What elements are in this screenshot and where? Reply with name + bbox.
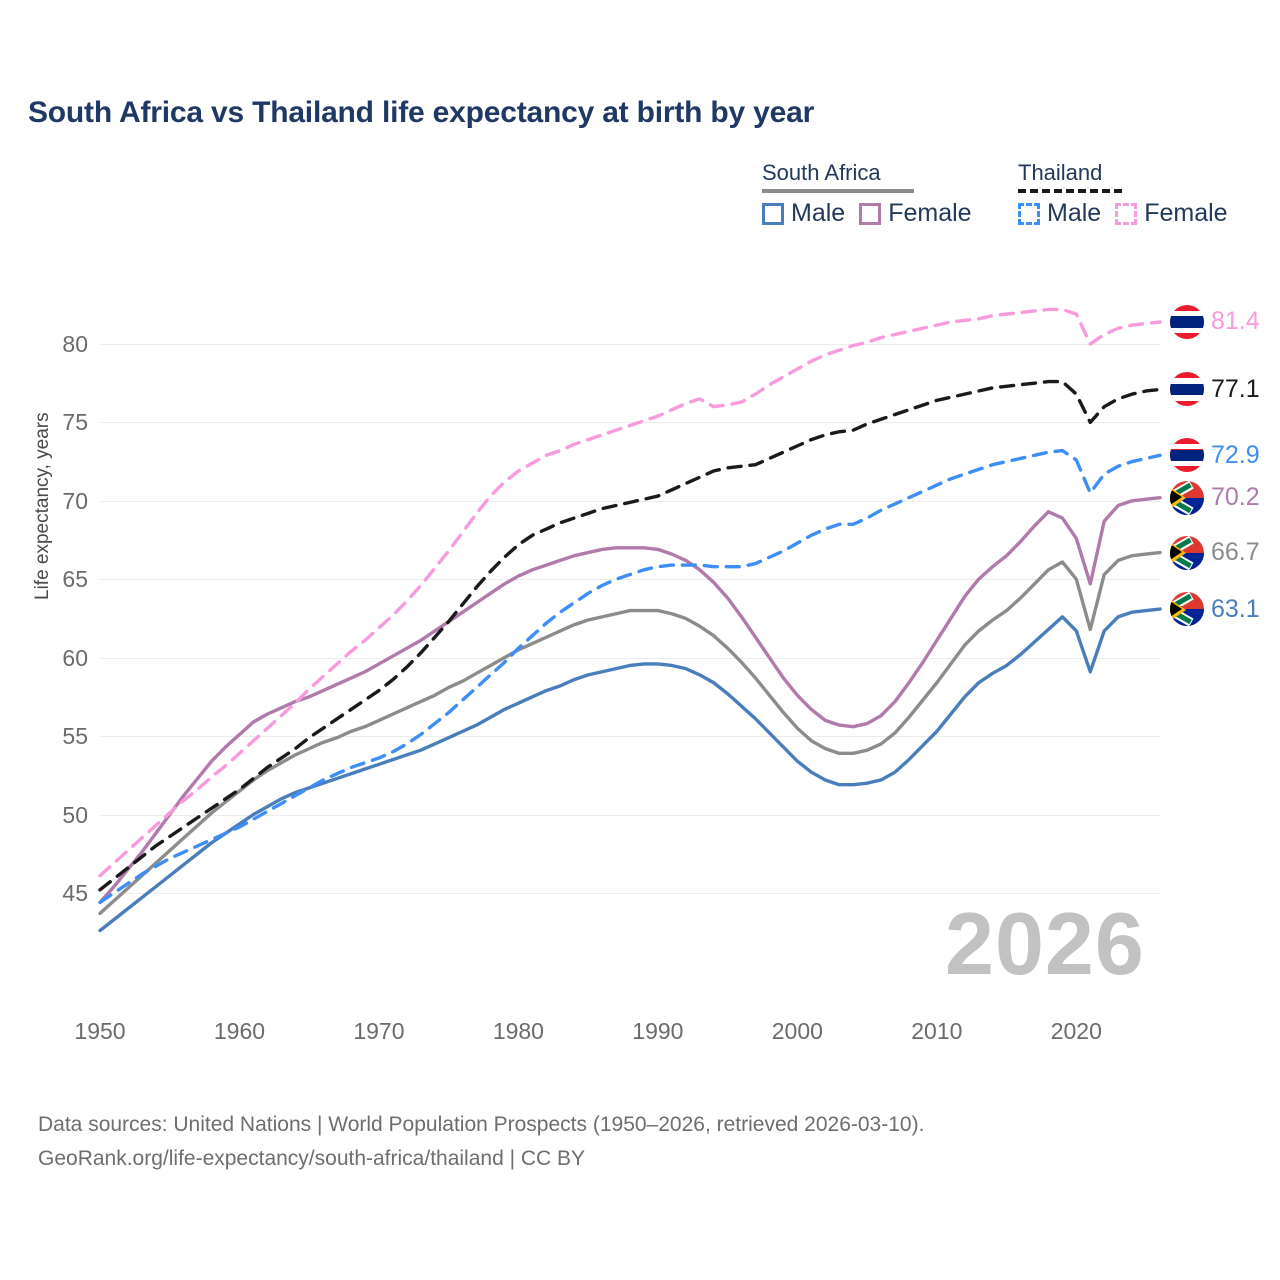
year-watermark: 2026 [945, 894, 1145, 993]
end-label-south-africa-female: 70.2 [1170, 480, 1260, 515]
y-axis-tick-label: 75 [62, 409, 88, 436]
legend-swatch-icon [1115, 202, 1138, 225]
x-axis-tick-label: 1960 [213, 1018, 266, 1044]
x-axis-tick-label: 2020 [1050, 1018, 1102, 1044]
series-line-thailand-male [98, 448, 1162, 905]
legend-item-label: Male [791, 199, 846, 227]
legend-group-south-africa: South Africa Male Female [762, 160, 972, 228]
legend-rule-south-africa [762, 189, 914, 193]
thailand-flag-icon [1170, 304, 1204, 339]
y-axis-tick-label: 65 [62, 566, 88, 593]
end-label-south-africa-total: 66.7 [1170, 535, 1260, 570]
end-label-value: 77.1 [1211, 374, 1260, 403]
gridline [100, 814, 1160, 816]
legend-heading-south-africa: South Africa [762, 160, 881, 185]
chart-plot-area: Life expectancy, years 80 75 70 65 60 55 50 45 … [32, 300, 1162, 1044]
thailand-flag-icon [1170, 372, 1204, 407]
end-label-value: 66.7 [1211, 538, 1260, 567]
legend-swatch-icon [762, 202, 784, 225]
legend-item-label: Female [888, 199, 972, 227]
end-label-value: 72.9 [1211, 440, 1260, 469]
gridline [100, 657, 1160, 659]
series-lines [98, 307, 1162, 933]
legend-item-south-africa-male[interactable]: Male [762, 199, 845, 228]
y-axis-tick-label: 45 [62, 879, 88, 906]
footer-credits: Data sources: United Nations | World Pop… [38, 1108, 924, 1175]
legend-swatch-icon [859, 202, 882, 225]
x-axis-tick-label: 1950 [74, 1018, 126, 1044]
end-label-south-africa-male: 63.1 [1170, 592, 1260, 627]
y-axis-tick-label: 80 [62, 330, 88, 357]
gridline [100, 343, 1160, 345]
legend-group-thailand: Thailand Male Female [1018, 160, 1228, 228]
gridline [100, 736, 1160, 738]
end-label-value: 63.1 [1211, 594, 1260, 623]
legend-rule-thailand [1018, 189, 1122, 193]
legend-item-south-africa-female[interactable]: Female [859, 199, 972, 228]
chart-legend: South Africa Male Female Thailand Male [0, 160, 1280, 240]
legend-heading-thailand: Thailand [1018, 160, 1103, 185]
y-axis-tick-label: 55 [62, 723, 88, 750]
legend-item-label: Female [1144, 199, 1228, 227]
footer-line-1: Data sources: United Nations | World Pop… [38, 1113, 925, 1136]
south-africa-flag-icon [1170, 592, 1204, 627]
legend-item-thailand-male[interactable]: Male [1018, 199, 1101, 228]
gridline [100, 422, 1160, 424]
footer-line-2: GeoRank.org/life-expectancy/south-africa… [38, 1146, 586, 1170]
end-label-value: 81.4 [1211, 307, 1260, 336]
x-axis-tick-label: 2010 [911, 1018, 963, 1044]
end-label-value: 70.2 [1211, 483, 1260, 512]
gridline [100, 579, 1160, 581]
end-label-thailand-male: 72.9 [1170, 438, 1260, 473]
south-africa-flag-icon [1170, 535, 1204, 570]
x-axis-tick-label: 1980 [492, 1018, 544, 1044]
x-axis-tick-label: 1970 [353, 1018, 405, 1044]
gridline [100, 892, 1160, 894]
legend-item-thailand-female[interactable]: Female [1115, 199, 1228, 228]
y-axis-tick-label: 70 [62, 487, 88, 514]
page-title: South Africa vs Thailand life expectancy… [28, 96, 815, 129]
legend-swatch-icon [1018, 202, 1040, 225]
end-label-thailand-female: 81.4 [1170, 304, 1260, 339]
legend-item-label: Male [1047, 199, 1102, 227]
y-axis-tick-label: 60 [62, 644, 88, 671]
x-axis-tick-label: 1990 [632, 1018, 684, 1044]
series-line-south-africa-male [98, 607, 1162, 933]
y-axis-tick-label: 50 [62, 801, 88, 828]
series-line-thailand-total [98, 379, 1162, 892]
series-line-south-africa-female [98, 495, 1162, 905]
x-axis-tick-label: 2000 [771, 1018, 823, 1044]
series-line-thailand-female [98, 307, 1162, 878]
south-africa-flag-icon [1170, 480, 1204, 515]
thailand-flag-icon [1170, 438, 1204, 473]
series-line-south-africa-total [98, 550, 1162, 916]
end-label-thailand-total: 77.1 [1170, 372, 1260, 407]
